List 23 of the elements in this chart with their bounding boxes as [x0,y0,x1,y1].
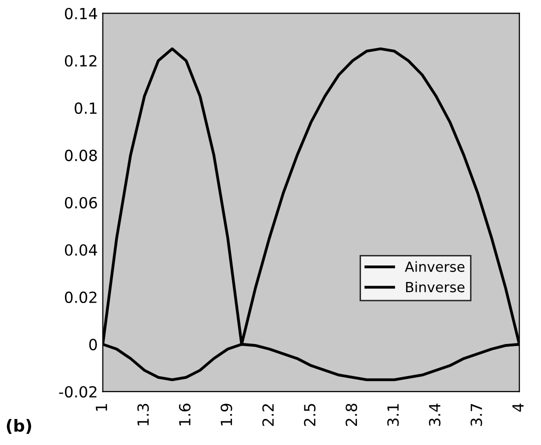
x-tick-label: 2.5 [304,404,316,426]
x-tick-label: 2.8 [346,404,358,426]
x-tick-label: 3.4 [428,404,440,426]
y-tick-label: -0.02 [59,386,96,398]
x-tick-label: 2.2 [262,404,274,426]
x-tick-label: 4 [512,404,524,412]
y-tick-label: 0.12 [64,55,96,67]
y-tick-label: 0.04 [64,244,98,256]
x-tick-label: 1.6 [178,404,191,426]
text: (b) [6,418,32,434]
x-tick-label: 1.9 [220,404,232,426]
x-tick-label: 1.3 [137,404,149,426]
legend-label: Binverse [406,282,464,292]
x-tick-label: 1 [96,404,108,411]
y-tick-label: 0.14 [64,8,98,20]
y-tick-label: 0.06 [64,196,97,208]
legend-label: Ainverse [404,261,464,272]
x-tick-label: 3.7 [470,404,482,426]
y-tick-label: 0.1 [74,102,97,114]
x-tick-label: 3.1 [387,404,399,426]
y-tick-label: 0 [89,338,97,350]
y-tick-label: 0.08 [64,150,97,162]
y-tick-label: 0.02 [64,292,96,304]
